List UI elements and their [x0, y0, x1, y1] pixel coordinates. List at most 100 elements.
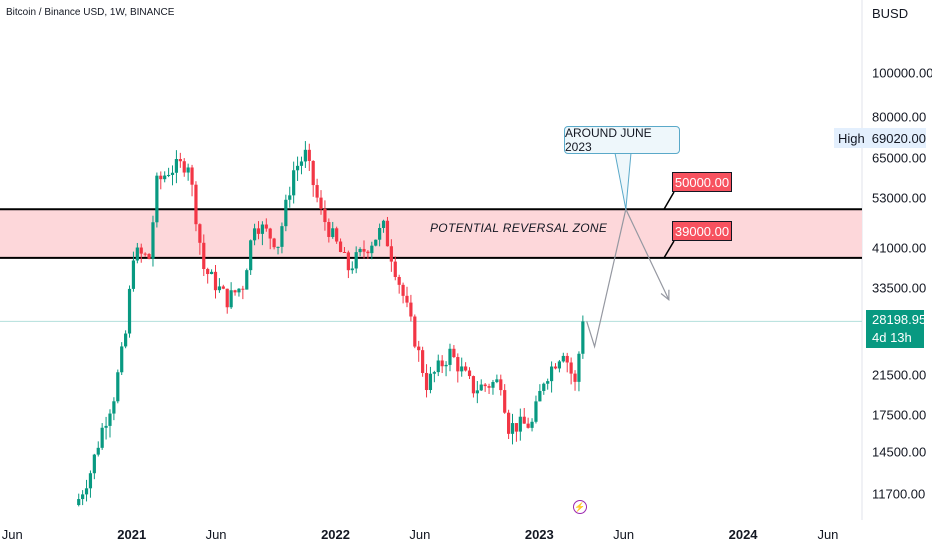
candle-body [444, 364, 448, 367]
candle-body [100, 427, 104, 448]
candle-body [464, 366, 468, 371]
candle-body [479, 384, 483, 391]
candle-body [542, 383, 546, 391]
candle-body [483, 384, 487, 387]
candle-body [209, 271, 214, 275]
candle-body [440, 360, 444, 367]
candle-body [292, 170, 296, 196]
candle-body [393, 261, 397, 277]
candle-body [358, 248, 362, 253]
price-tick-label: 41000.00 [872, 240, 927, 256]
candle-body [557, 361, 562, 369]
time-tick-label: 2022 [321, 527, 350, 542]
price-tick-label: 14500.00 [872, 444, 927, 460]
candle-body [194, 184, 198, 225]
candle-body [151, 222, 155, 259]
candle-body [424, 372, 429, 391]
candle-body [159, 175, 163, 180]
candle-body [163, 175, 167, 180]
candle-body [495, 379, 499, 383]
candle-body [245, 270, 249, 290]
candle-body [342, 252, 347, 254]
candle-body [96, 447, 100, 455]
candle-body [170, 172, 175, 175]
candle-body [135, 247, 139, 261]
time-tick-label: Jun [1, 527, 23, 542]
reversal-zone-label[interactable]: POTENTIAL REVERSAL ZONE [430, 221, 608, 235]
bar-countdown: 4d 13h [872, 330, 912, 345]
candle-body [448, 348, 452, 365]
price-tick-label: 100000.00 [872, 65, 932, 81]
candle-body [88, 473, 93, 489]
candle-body [327, 222, 331, 237]
candle-body [413, 316, 417, 347]
last-price-value: 28198.95 [872, 312, 927, 327]
candle-body [276, 246, 280, 248]
candle-body [241, 288, 245, 290]
candle-body [190, 167, 194, 185]
candle-body [167, 174, 171, 176]
candle-body [491, 382, 495, 388]
candle-body [202, 242, 206, 269]
candle-body [108, 413, 112, 426]
candle-body [127, 288, 132, 334]
price-tick-label: 33500.00 [872, 280, 927, 296]
candle-body [221, 286, 225, 289]
candle-body [92, 454, 96, 474]
candle-body [112, 401, 116, 414]
candle-body [436, 360, 440, 373]
candle-body [507, 412, 511, 434]
candle-body [182, 161, 186, 173]
candle-body [577, 353, 581, 382]
candle-body [249, 240, 253, 271]
chart-title: Bitcoin / Binance USD, 1W, BINANCE [6, 7, 175, 18]
time-tick-label: 2024 [728, 527, 758, 542]
candle-body [385, 220, 390, 247]
june-2023-callout[interactable]: AROUND JUNE 2023 [564, 126, 680, 154]
lower-badge-connector [663, 240, 675, 259]
price-tick-label: 21500.00 [872, 367, 927, 383]
candle-body [260, 224, 264, 234]
upper-level-badge[interactable]: 50000.00 [672, 172, 732, 192]
candle-body [514, 423, 519, 432]
time-tick-label: Jun [205, 527, 227, 542]
lightning-icon[interactable]: ⚡ [573, 500, 587, 514]
candle-body [378, 227, 382, 240]
candle-body [346, 252, 350, 271]
candle-body [546, 381, 550, 384]
candle-body [553, 366, 558, 369]
candle-body [315, 185, 319, 198]
candle-body [538, 390, 542, 402]
candle-body [405, 295, 409, 303]
currency-label[interactable]: BUSD [872, 6, 909, 21]
candle-body [268, 228, 272, 239]
candle-body [307, 149, 311, 161]
candle-body [284, 199, 288, 227]
candle-body [381, 220, 386, 228]
candle-body [331, 228, 335, 237]
candle-body [299, 161, 304, 166]
price-tick-label: 53000.00 [872, 190, 927, 206]
candle-body [475, 390, 479, 394]
price-tick-label: 11700.00 [872, 486, 926, 502]
candle-body [370, 245, 374, 254]
time-tick-label: Jun [613, 527, 635, 542]
callout-pointer [614, 152, 632, 210]
candle-body [323, 208, 327, 223]
candle-body [116, 372, 120, 402]
high-label: High [838, 130, 865, 146]
candle-body [303, 149, 307, 162]
candle-body [350, 268, 354, 271]
candle-body [174, 159, 179, 173]
time-tick-label: Jun [817, 527, 839, 542]
candle-body [397, 276, 401, 285]
time-tick-label: 2021 [117, 527, 147, 542]
candle-body [569, 362, 573, 374]
candle-body [526, 423, 530, 428]
candle-body [534, 401, 538, 422]
candle-body [573, 373, 577, 382]
lower-level-badge[interactable]: 39000.00 [672, 221, 732, 241]
candle-body [198, 224, 202, 243]
candle-body [319, 197, 323, 209]
